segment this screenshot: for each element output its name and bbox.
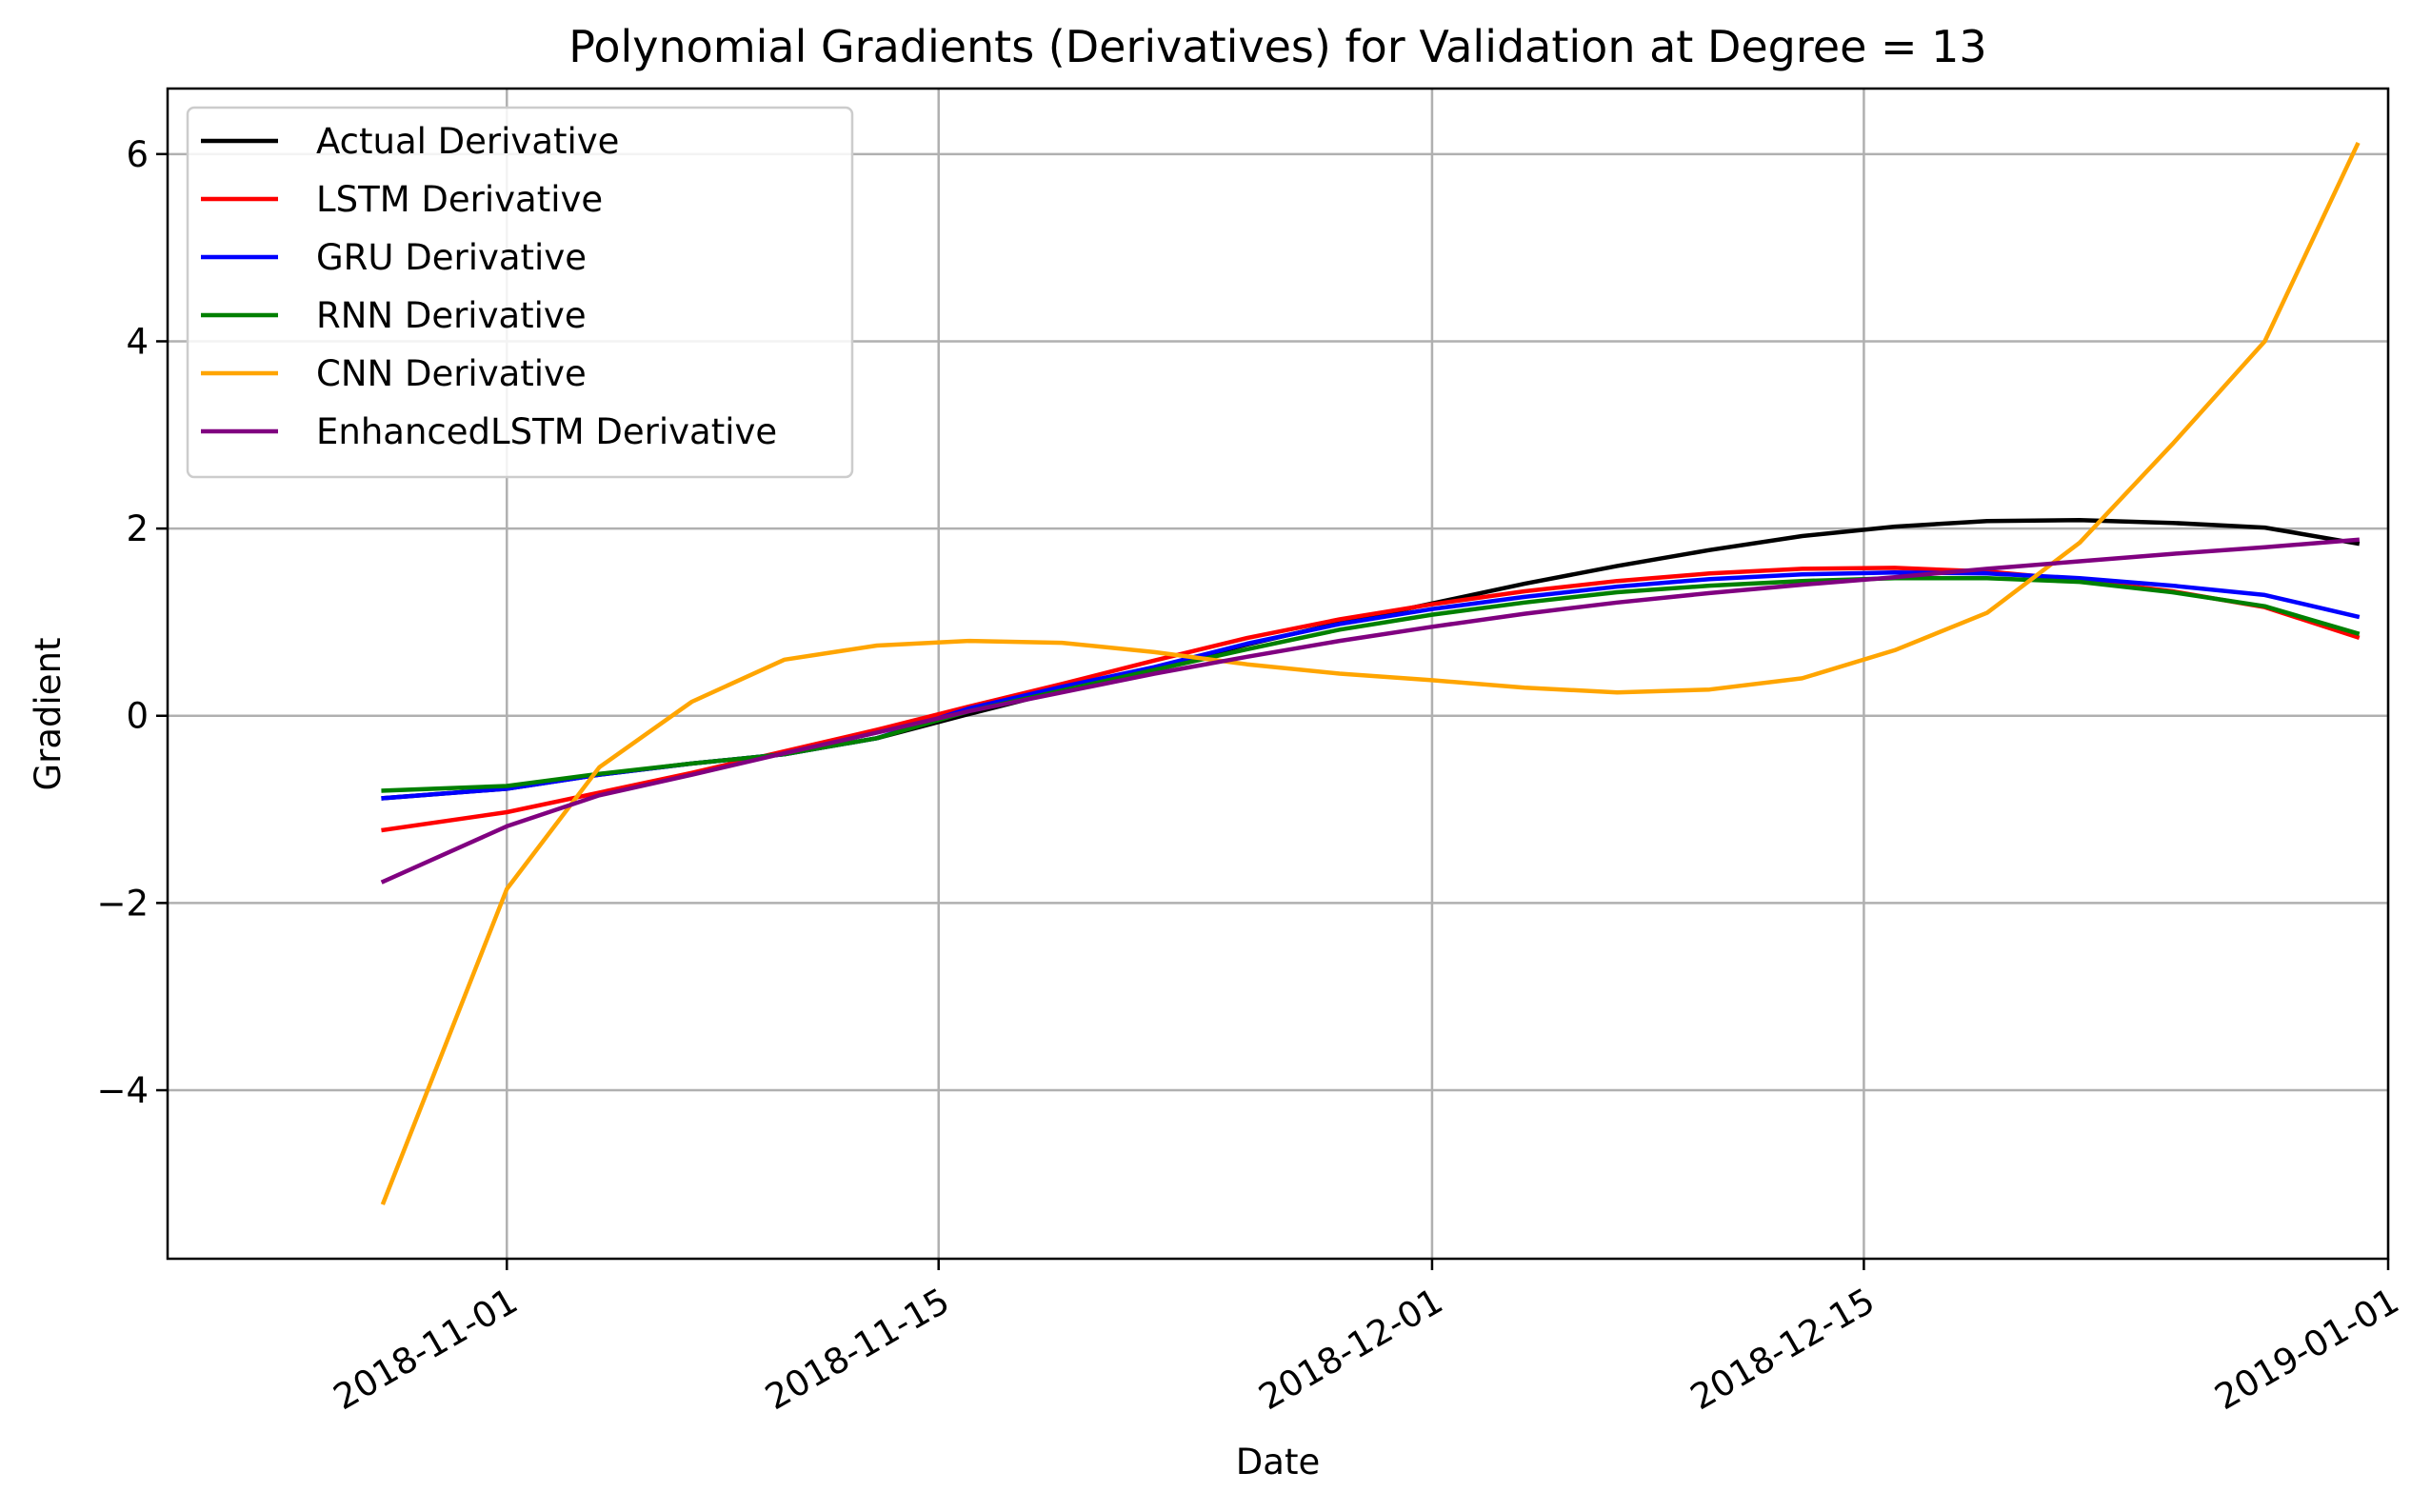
chart-title: Polynomial Gradients (Derivatives) for V… <box>568 21 1986 72</box>
legend-label: RNN Derivative <box>316 295 587 336</box>
y-axis-label: Gradient <box>28 637 69 790</box>
y-tick-label: 2 <box>126 508 149 549</box>
series-lines <box>380 142 2361 1205</box>
grid <box>168 89 2390 1259</box>
y-tick-label: 6 <box>126 134 149 175</box>
series-line-6 <box>380 537 2361 885</box>
legend-label: EnhancedLSTM Derivative <box>316 411 777 452</box>
legend-label: CNN Derivative <box>316 353 587 394</box>
legend: Actual Derivative LSTM Derivative GRU Deri… <box>186 106 854 479</box>
legend-label: LSTM Derivative <box>316 179 603 220</box>
x-axis-label: Date <box>1236 1442 1320 1482</box>
legend-label: GRU Derivative <box>316 237 587 278</box>
y-tick-label: −2 <box>96 883 149 924</box>
y-tick-label: 4 <box>126 321 149 362</box>
series-line-5 <box>380 142 2361 1205</box>
y-tick-label: 0 <box>126 696 149 737</box>
legend-label: Actual Derivative <box>316 121 619 162</box>
plot-frame <box>166 87 2390 1261</box>
y-tick-label: −4 <box>96 1070 149 1111</box>
legend-box <box>186 106 854 479</box>
